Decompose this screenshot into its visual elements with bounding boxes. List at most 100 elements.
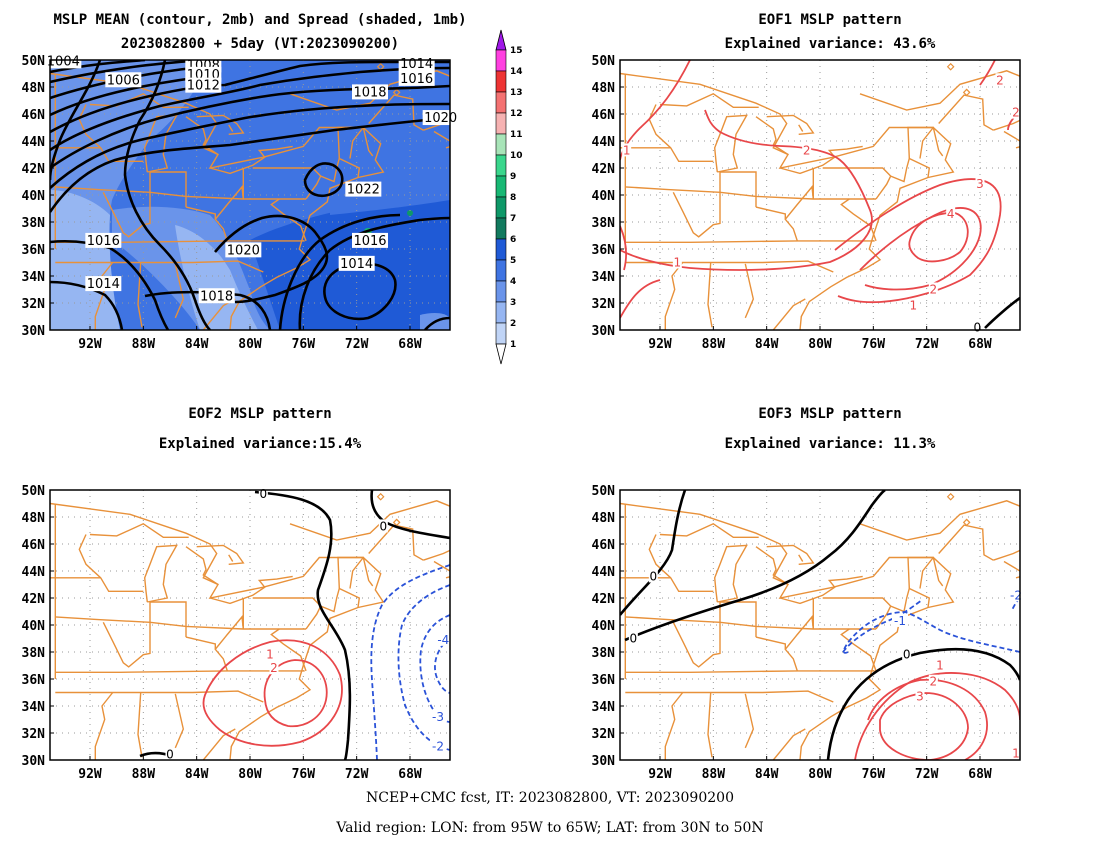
boundary-line [185,116,219,156]
boundary-line [766,114,815,135]
contour-label-bg [995,73,1005,87]
colorbar-label: 7 [510,214,516,224]
boundary-line [822,167,892,177]
contour-label-bg [85,232,122,248]
boundary-line [102,601,187,668]
contour-label-bg [435,632,452,646]
boundary-line [713,114,748,173]
boundary-line [713,544,748,603]
boundary-line [423,549,450,561]
boundary-line [772,728,806,760]
isobar-label: 1014 [400,57,433,72]
eof3-axis-labels: 30N 32N 34N 36N 38N 40N 42N 44N 46N 48N 50N 92W 88W 8… [592,484,992,782]
colorbar-swatch [495,301,507,324]
eof-contour-label: 1 [623,143,631,157]
contour-label-bg [928,282,938,296]
eof3-panel-title: EOF3 MSLP pattern [758,406,901,422]
lon-tick-label: 92W [78,767,102,782]
lat-tick-label: 38N [22,216,46,231]
eof2-contour-labels: 0 0 12 -4 -3 -2 0 [165,487,452,762]
boundary-line [755,116,789,156]
lon-tick-label: 80W [238,767,262,782]
contour-label-bg [225,242,262,258]
mean-contour-labels: 1004100610081010101210141016101810201022… [45,53,459,304]
lat-tick-label: 48N [592,81,616,96]
contour-label-bg [928,674,938,688]
contour-label-bg [45,53,82,69]
colorbar-swatch [495,175,507,198]
lat-tick-label: 42N [592,592,616,607]
eof-contour-label: 0 [650,569,658,583]
isobar-label: 1006 [107,73,140,88]
contour-label-bg [430,739,446,753]
contour-label-bg [622,143,632,157]
eof-contour-label: 3 [916,690,924,704]
boundary-line [625,616,876,630]
eof-contour-label: -3 [432,710,444,724]
lat-tick-label: 38N [592,646,616,661]
boundary-line [659,93,759,108]
lat-tick-label: 38N [592,216,616,231]
eof3-panel-subtitle: Explained variance: 11.3% [725,436,936,452]
boundary-line [840,628,877,672]
eof-contour-label: 0 [974,320,982,334]
boundary-line [859,500,1020,541]
colorbar-label: 3 [510,298,516,308]
boundary-line [859,70,1020,111]
isobar-label: 1018 [353,85,386,100]
lon-tick-label: 80W [808,767,832,782]
lon-tick-label: 84W [185,767,209,782]
boundary-line [784,598,814,672]
lat-tick-label: 42N [22,592,46,607]
lat-tick-label: 50N [592,54,616,69]
colorbar-swatch [495,322,507,345]
lat-tick-label: 30N [22,754,46,769]
contour-label-bg [338,255,375,271]
lat-tick-label: 40N [22,619,46,634]
eof-contour-label: -2 [432,740,444,754]
boundary-line [50,502,385,760]
contour-label-bg [892,613,908,627]
boundary-line [620,502,955,760]
lat-tick-label: 36N [592,243,616,258]
lat-tick-label: 50N [22,484,46,499]
contour-label-bg [105,72,142,88]
boundary-line [55,670,305,673]
boundary-line [744,263,755,319]
contour-label-bg [946,206,956,220]
eof-contour-label: 4 [947,207,955,221]
boundary-line [349,557,364,589]
eof-contour-label: 0 [630,632,638,646]
eof2-map-panel: 0 0 12 -4 -3 -2 0 30N 32N 34N 36N 38N 40N 42N 44N 46N 4… [22,484,452,782]
lon-tick-label: 84W [755,337,779,352]
boundary-line [875,157,931,200]
boundary-line [209,145,293,175]
eof-contour-label: 2 [803,143,811,157]
lat-tick-label: 44N [22,135,46,150]
lat-tick-label: 38N [22,646,46,661]
lon-tick-label: 72W [345,767,369,782]
boundary-line [349,127,364,159]
eof3-contours [620,490,1020,760]
lat-tick-label: 36N [22,243,46,258]
lon-tick-label: 76W [862,337,886,352]
contour-label-bg [915,689,925,703]
footer-valid-region: Valid region: LON: from 95W to 65W; LAT:… [336,820,764,836]
colorbar-swatch [495,70,507,93]
eof-contour-label: 1 [910,299,918,313]
eof-contour-label: 1 [936,659,944,673]
boundary-line [174,263,185,319]
eof-contour-label: 2 [996,73,1004,87]
lon-tick-label: 72W [915,337,939,352]
lat-tick-label: 30N [592,754,616,769]
lat-tick-label: 50N [22,54,46,69]
contour-label-bg [975,177,985,191]
lon-tick-label: 88W [702,767,726,782]
island-mark [962,518,971,527]
contour-label-bg [398,70,435,86]
lon-tick-label: 92W [78,337,102,352]
eof-contour-label: 2 [930,675,938,689]
isobar-label: 1022 [347,183,380,198]
lon-tick-label: 68W [398,337,422,352]
